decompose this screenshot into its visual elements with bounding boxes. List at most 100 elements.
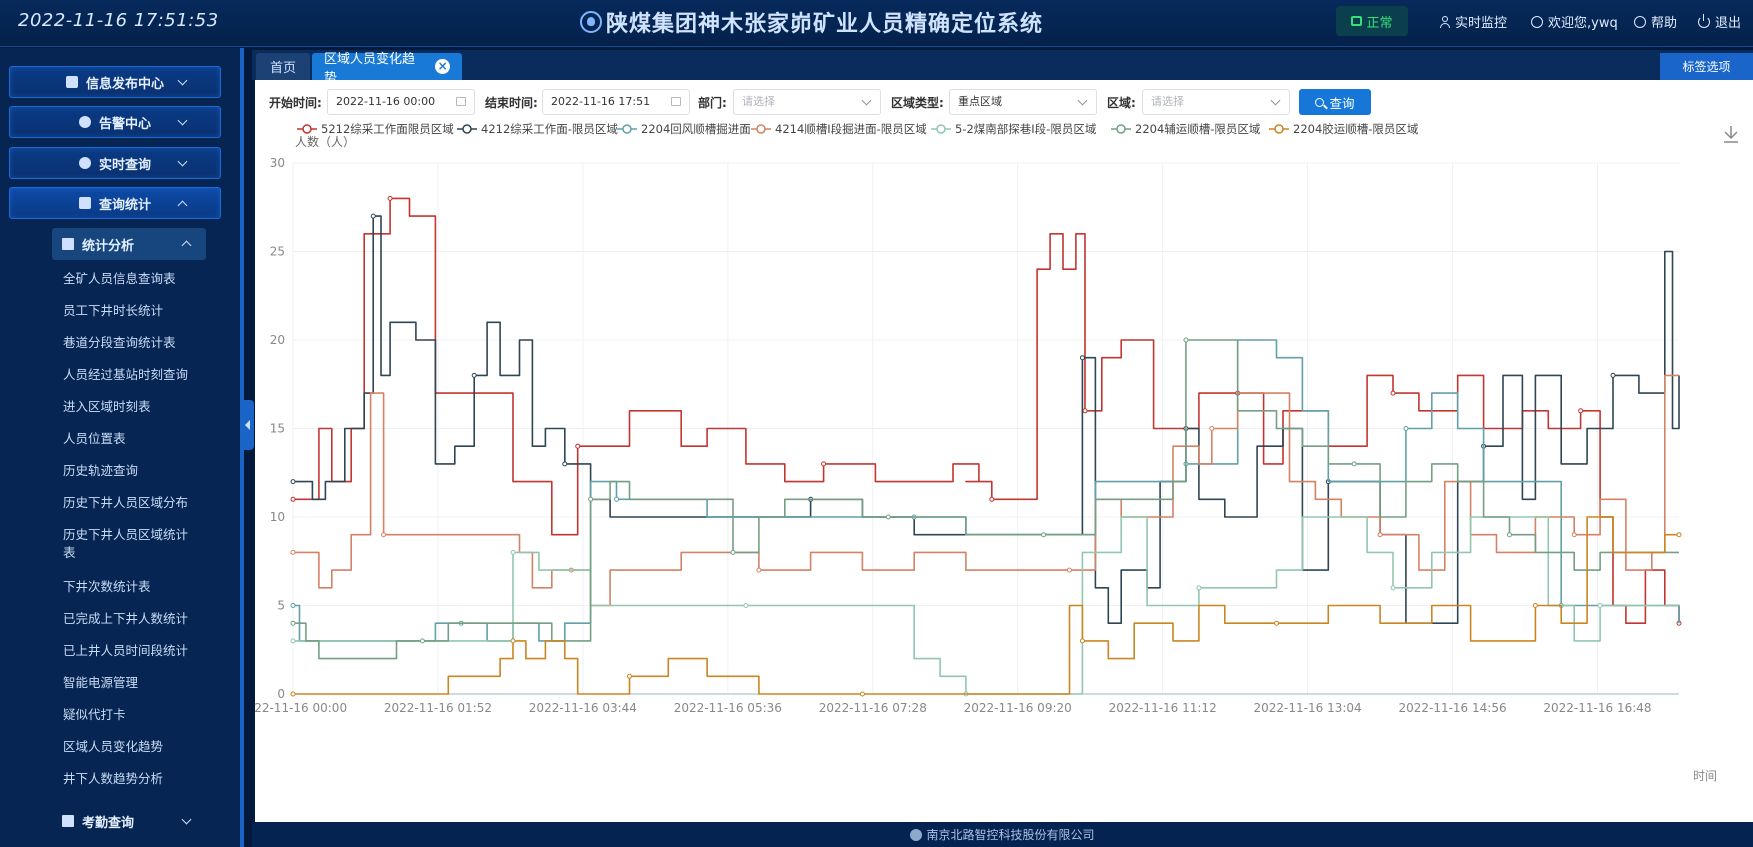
- sidebar-item-area-trend[interactable]: 区域人员变化趋势: [63, 739, 164, 754]
- series-point: [1274, 620, 1280, 626]
- sidebar-item[interactable]: 人员经过基站时刻查询: [63, 367, 189, 382]
- monitor-icon: [65, 76, 78, 88]
- series-line: [293, 374, 1679, 607]
- y-tick-label: 5: [277, 599, 285, 613]
- series-line: [293, 197, 1680, 624]
- series-point: [859, 691, 865, 697]
- legend-item[interactable]: 2204辅运顺槽-限员区域: [1111, 122, 1261, 136]
- series-point: [1351, 461, 1357, 467]
- series-point: [370, 213, 376, 219]
- footer-company: 南京北路智控科技股份有限公司: [926, 828, 1095, 842]
- series-point: [1066, 567, 1072, 573]
- legend-item[interactable]: 2204胶运顺槽-限员区域: [1269, 122, 1419, 136]
- series-point: [588, 496, 594, 502]
- sidebar-item[interactable]: 人员位置表: [63, 431, 126, 446]
- sidebar-item[interactable]: 已完成上下井人数统计: [63, 611, 189, 626]
- tab-area-trend[interactable]: 区域人员变化趋势 ×: [312, 52, 462, 86]
- sidebar-item[interactable]: 全矿人员信息查询表: [63, 271, 176, 286]
- tab-options-button[interactable]: 标签选项: [1660, 53, 1753, 80]
- sidebar-group-attendance[interactable]: 考勤查询: [52, 810, 206, 832]
- series-point: [821, 461, 827, 467]
- x-tick-label: 2022-11-16 09:20: [964, 701, 1072, 715]
- series-point: [885, 514, 891, 520]
- series-point: [290, 603, 296, 608]
- x-tick-label: 2022-11-16 07:28: [819, 701, 927, 715]
- legend-item[interactable]: 2204回风顺槽掘进面: [617, 122, 751, 136]
- tab-home[interactable]: 首页: [256, 53, 310, 80]
- area-select[interactable]: 请选择: [1142, 89, 1290, 115]
- series-point: [419, 638, 425, 644]
- nav-help[interactable]: 帮助: [1634, 12, 1677, 31]
- series-point: [730, 549, 736, 555]
- sidebar-item[interactable]: 进入区域时刻表: [63, 399, 151, 414]
- series-point: [1676, 532, 1682, 538]
- sidebar-item[interactable]: 智能电源管理: [63, 675, 139, 690]
- legend-item[interactable]: 5-2煤南部探巷I段-限员区域: [931, 122, 1097, 136]
- area-label: 区域:: [1107, 96, 1136, 110]
- calendar-icon: [671, 97, 681, 106]
- help-icon: [1634, 15, 1646, 28]
- company-logo-icon: [910, 828, 923, 841]
- start-time-input[interactable]: 2022-11-16 00:00: [327, 89, 475, 115]
- x-tick-label: 2022-11-16 00:00: [255, 701, 347, 715]
- area-type-select[interactable]: 重点区域: [949, 89, 1097, 115]
- sidebar-group-info-center[interactable]: 信息发布中心: [9, 66, 221, 98]
- chart-legend: 5212综采工作面限员区域 4212综采工作面-限员区域 2204回风顺槽掘进面 42…: [297, 122, 1419, 136]
- series-line: [293, 516, 1679, 695]
- company-logo-icon: [580, 11, 602, 33]
- sidebar-group-query-stats[interactable]: 查询统计: [9, 187, 221, 219]
- legend-label: 2204辅运顺槽-限员区域: [1135, 122, 1261, 136]
- sidebar-item[interactable]: 历史下井人员区域统计表: [63, 527, 189, 560]
- sidebar-item[interactable]: 下井次数统计表: [63, 579, 151, 594]
- search-icon: [1315, 97, 1325, 107]
- sidebar-group-realtime-query[interactable]: 实时查询: [9, 147, 221, 179]
- query-button[interactable]: 查询: [1299, 89, 1371, 115]
- sidebar-group-alerts[interactable]: 告警中心: [9, 106, 221, 138]
- chevron-down-icon: [177, 115, 188, 126]
- nav-logout[interactable]: 退出: [1698, 12, 1741, 31]
- series-point: [1196, 585, 1202, 591]
- sidebar-item[interactable]: 员工下井时长统计: [63, 303, 164, 318]
- sidebar-item[interactable]: 已上井人员时间段统计: [63, 643, 189, 658]
- chevron-down-icon: [1270, 95, 1281, 106]
- y-tick-label: 15: [270, 422, 285, 436]
- dept-select[interactable]: 请选择: [733, 89, 881, 115]
- legend-item[interactable]: 4212综采工作面-限员区域: [457, 122, 618, 136]
- sidebar-group-label: 查询统计: [98, 197, 151, 213]
- series-point: [575, 443, 581, 449]
- submenu-stats-analysis[interactable]: 统计分析: [52, 228, 206, 260]
- nav-user-label: 欢迎您,ywq: [1548, 16, 1618, 31]
- sidebar-item[interactable]: 巷道分段查询统计表: [63, 335, 176, 350]
- series-point: [387, 195, 393, 201]
- series-point: [1571, 532, 1577, 538]
- calendar-icon: [62, 815, 74, 827]
- end-time-input[interactable]: 2022-11-16 17:51: [542, 89, 690, 115]
- series-point: [290, 691, 296, 697]
- nav-user[interactable]: 欢迎您,ywq: [1531, 12, 1618, 31]
- legend-item[interactable]: 5212综采工作面限员区域: [297, 122, 454, 136]
- stats-icon: [78, 197, 91, 209]
- legend-item[interactable]: 4214顺槽I段掘进面-限员区域: [751, 122, 927, 136]
- sidebar: [0, 48, 240, 847]
- submenu-title: 统计分析: [82, 238, 135, 254]
- dept-label: 部门:: [698, 96, 727, 110]
- sidebar-item[interactable]: 井下人数趋势分析: [63, 771, 164, 786]
- sidebar-item[interactable]: 历史下井人员区域分布: [63, 495, 189, 510]
- chevron-down-icon: [177, 156, 188, 167]
- target-icon: [78, 157, 91, 169]
- download-icon[interactable]: [1724, 126, 1738, 143]
- x-tick-label: 2022-11-16 11:12: [1109, 701, 1217, 715]
- chevron-down-icon: [181, 814, 192, 825]
- x-tick-label: 2022-11-16 01:52: [384, 701, 492, 715]
- series-line: [293, 215, 1680, 624]
- sidebar-collapse-handle[interactable]: [242, 400, 254, 450]
- close-icon[interactable]: ×: [435, 59, 450, 74]
- footer: 南京北路智控科技股份有限公司: [252, 822, 1753, 847]
- sidebar-item[interactable]: 疑似代打卡: [63, 707, 126, 722]
- sidebar-item[interactable]: 历史轨迹查询: [63, 463, 139, 478]
- tab-bar: [252, 50, 1753, 80]
- legend-label: 4212综采工作面-限员区域: [481, 122, 618, 136]
- y-tick-label: 30: [270, 156, 285, 170]
- start-time-label: 开始时间:: [269, 96, 322, 110]
- nav-realtime-monitor[interactable]: 实时监控: [1440, 12, 1507, 31]
